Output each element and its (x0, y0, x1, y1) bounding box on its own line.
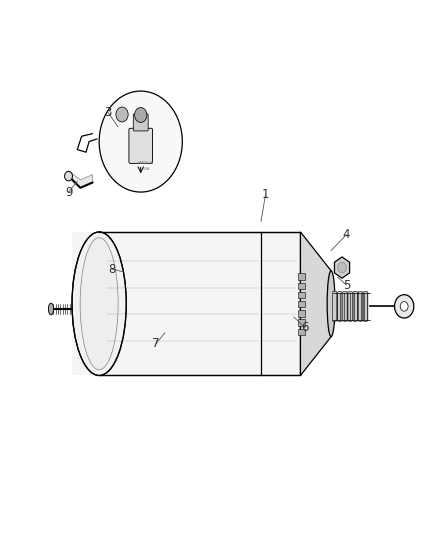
Text: 3: 3 (104, 106, 111, 119)
Circle shape (134, 108, 147, 123)
Polygon shape (300, 232, 330, 375)
Bar (99, 232, 300, 375)
Circle shape (99, 91, 182, 192)
FancyBboxPatch shape (332, 292, 336, 321)
Circle shape (399, 302, 407, 311)
Bar (297, 273, 304, 280)
Circle shape (64, 171, 72, 181)
Ellipse shape (72, 232, 126, 375)
FancyBboxPatch shape (133, 114, 148, 131)
Bar (297, 329, 304, 335)
Ellipse shape (80, 238, 118, 370)
Bar (297, 282, 304, 289)
Bar (297, 301, 304, 308)
Circle shape (337, 262, 346, 273)
Polygon shape (68, 171, 92, 188)
Circle shape (394, 295, 413, 318)
FancyBboxPatch shape (352, 292, 357, 321)
Bar (297, 319, 304, 326)
Text: 5: 5 (342, 279, 349, 292)
FancyBboxPatch shape (347, 292, 352, 321)
Ellipse shape (48, 303, 53, 315)
Bar (72, 232, 99, 375)
FancyBboxPatch shape (337, 292, 341, 321)
Circle shape (116, 107, 128, 122)
Text: 7: 7 (152, 337, 159, 350)
FancyBboxPatch shape (363, 292, 367, 321)
FancyBboxPatch shape (357, 292, 362, 321)
Text: 8: 8 (108, 263, 116, 276)
Ellipse shape (326, 271, 334, 337)
Bar (297, 310, 304, 317)
Text: 1: 1 (261, 188, 268, 201)
Bar (297, 292, 304, 298)
Text: USA: USA (142, 167, 149, 171)
Text: 6: 6 (300, 321, 308, 334)
FancyBboxPatch shape (129, 128, 152, 164)
Text: MADE IN: MADE IN (138, 161, 153, 165)
Text: 4: 4 (342, 228, 350, 241)
FancyBboxPatch shape (342, 292, 346, 321)
Text: 9: 9 (65, 185, 72, 199)
